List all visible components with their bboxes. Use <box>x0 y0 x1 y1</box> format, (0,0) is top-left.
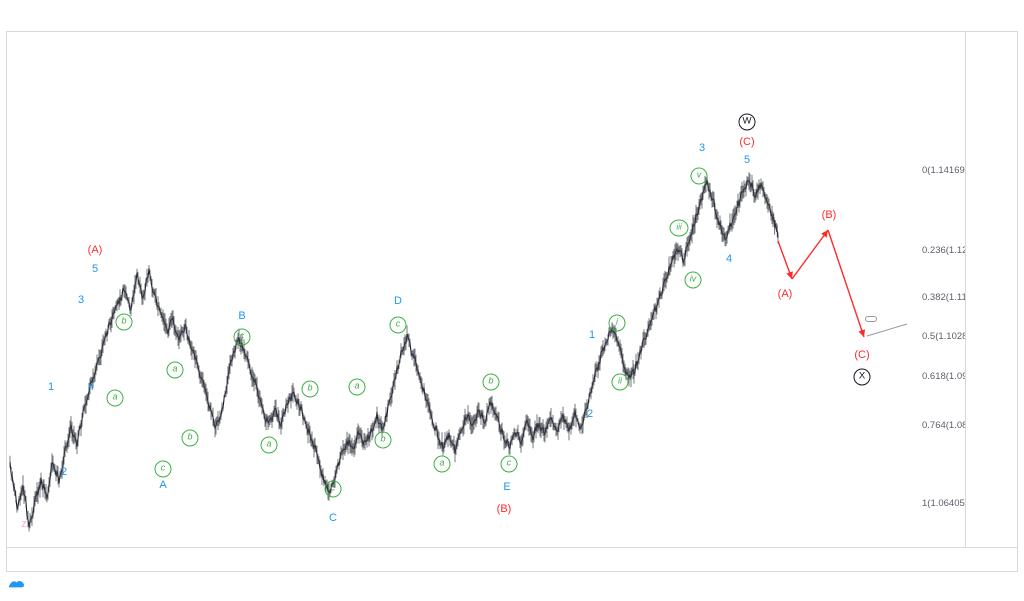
wave-label-circle: iv <box>684 271 702 289</box>
wave-label: 4 <box>725 253 733 265</box>
chart-canvas <box>9 172 908 532</box>
wave-label: 5 <box>91 263 99 275</box>
time-axis[interactable] <box>6 548 1018 572</box>
wave-label: (C) <box>739 136 755 148</box>
tradingview-logo <box>8 578 30 590</box>
wave-label-circle: c <box>500 455 518 473</box>
wave-label-circle: a <box>348 378 366 396</box>
wave-label-circle: iii <box>669 219 689 237</box>
wave-label: (A) <box>87 244 103 256</box>
projection-price-tag <box>865 316 877 322</box>
wave-label-circle-black: X <box>853 368 871 386</box>
wave-label-circle: c <box>233 328 251 346</box>
wave-label: z <box>21 518 27 530</box>
fib-level-label: 0.236(1.12336) <box>922 245 965 256</box>
wave-label-circle: c <box>324 480 342 498</box>
wave-label-circle-black: W <box>738 113 756 131</box>
fib-level-label: 0.764(1.08237) <box>922 420 965 431</box>
wave-label-circle: ii <box>611 373 629 391</box>
wave-label: E <box>503 481 511 493</box>
wave-label: 4 <box>87 381 95 393</box>
wave-label: 5 <box>743 154 751 166</box>
fib-level-label: 0.5(1.10287) <box>922 331 965 342</box>
wave-label: C <box>329 512 337 524</box>
wave-label: D <box>394 295 402 307</box>
wave-label-circle: b <box>181 429 199 447</box>
wave-label-circle: a <box>260 436 278 454</box>
wave-label: 3 <box>698 142 706 154</box>
chart-header <box>6 2 1016 28</box>
wave-label-circle: a <box>433 455 451 473</box>
wave-label-circle: a <box>106 389 124 407</box>
wave-label: A <box>159 479 167 491</box>
wave-label-circle: b <box>482 373 500 391</box>
price-axis[interactable] <box>965 32 1017 547</box>
fib-level-label: 0.382(1.11203) <box>922 292 965 303</box>
wave-label: 2 <box>60 466 68 478</box>
wave-label-circle: b <box>301 380 319 398</box>
wave-label-circle: b <box>374 431 392 449</box>
wave-label: 1 <box>588 329 596 341</box>
wave-label-circle: c <box>154 460 172 478</box>
wave-label-circle: c <box>389 316 407 334</box>
wave-label: 3 <box>77 294 85 306</box>
wave-label-circle: v <box>690 167 708 185</box>
wave-label: 2 <box>586 408 594 420</box>
fib-level-label: 0(1.14169) <box>922 165 965 176</box>
fib-level-label: 0.618(1.09371) <box>922 371 965 382</box>
wave-label: (B) <box>821 209 837 221</box>
wave-label: (A) <box>777 288 793 300</box>
wave-label: B <box>238 310 246 322</box>
wave-label-circle: i <box>608 314 626 332</box>
fib-level-label: 1(1.06405) <box>922 498 965 509</box>
wave-label: (C) <box>854 349 870 361</box>
wave-label-circle: b <box>115 313 133 331</box>
tradingview-mark-icon <box>8 581 24 588</box>
wave-label: 1 <box>47 381 55 393</box>
wave-label: (B) <box>496 503 512 515</box>
wave-label-circle: a <box>166 361 184 379</box>
